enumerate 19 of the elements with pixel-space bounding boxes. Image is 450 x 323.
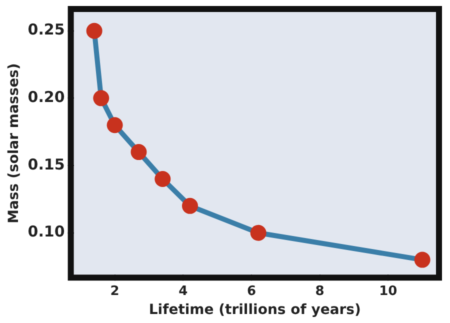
y-tick-label: 0.25: [28, 20, 65, 39]
point: [414, 252, 430, 268]
point: [106, 117, 123, 134]
y-tick-label: 0.20: [28, 88, 65, 106]
point: [250, 224, 266, 241]
y-tick-label: 0.15: [28, 155, 65, 174]
point: [86, 22, 102, 39]
x-axis-title: Lifetime (trillions of years): [148, 302, 361, 318]
y-axis-title: Mass (solar masses): [6, 63, 22, 224]
x-tick-label: 2: [110, 284, 120, 299]
x-tick-label: 10: [379, 284, 398, 299]
x-tick-label: 8: [315, 284, 324, 299]
x-tick-label: 4: [178, 284, 188, 299]
point: [93, 90, 110, 106]
point: [130, 144, 147, 160]
point: [182, 198, 198, 214]
x-tick-label: 6: [246, 284, 256, 299]
y-tick-label: 0.10: [28, 222, 65, 241]
point: [154, 170, 171, 187]
